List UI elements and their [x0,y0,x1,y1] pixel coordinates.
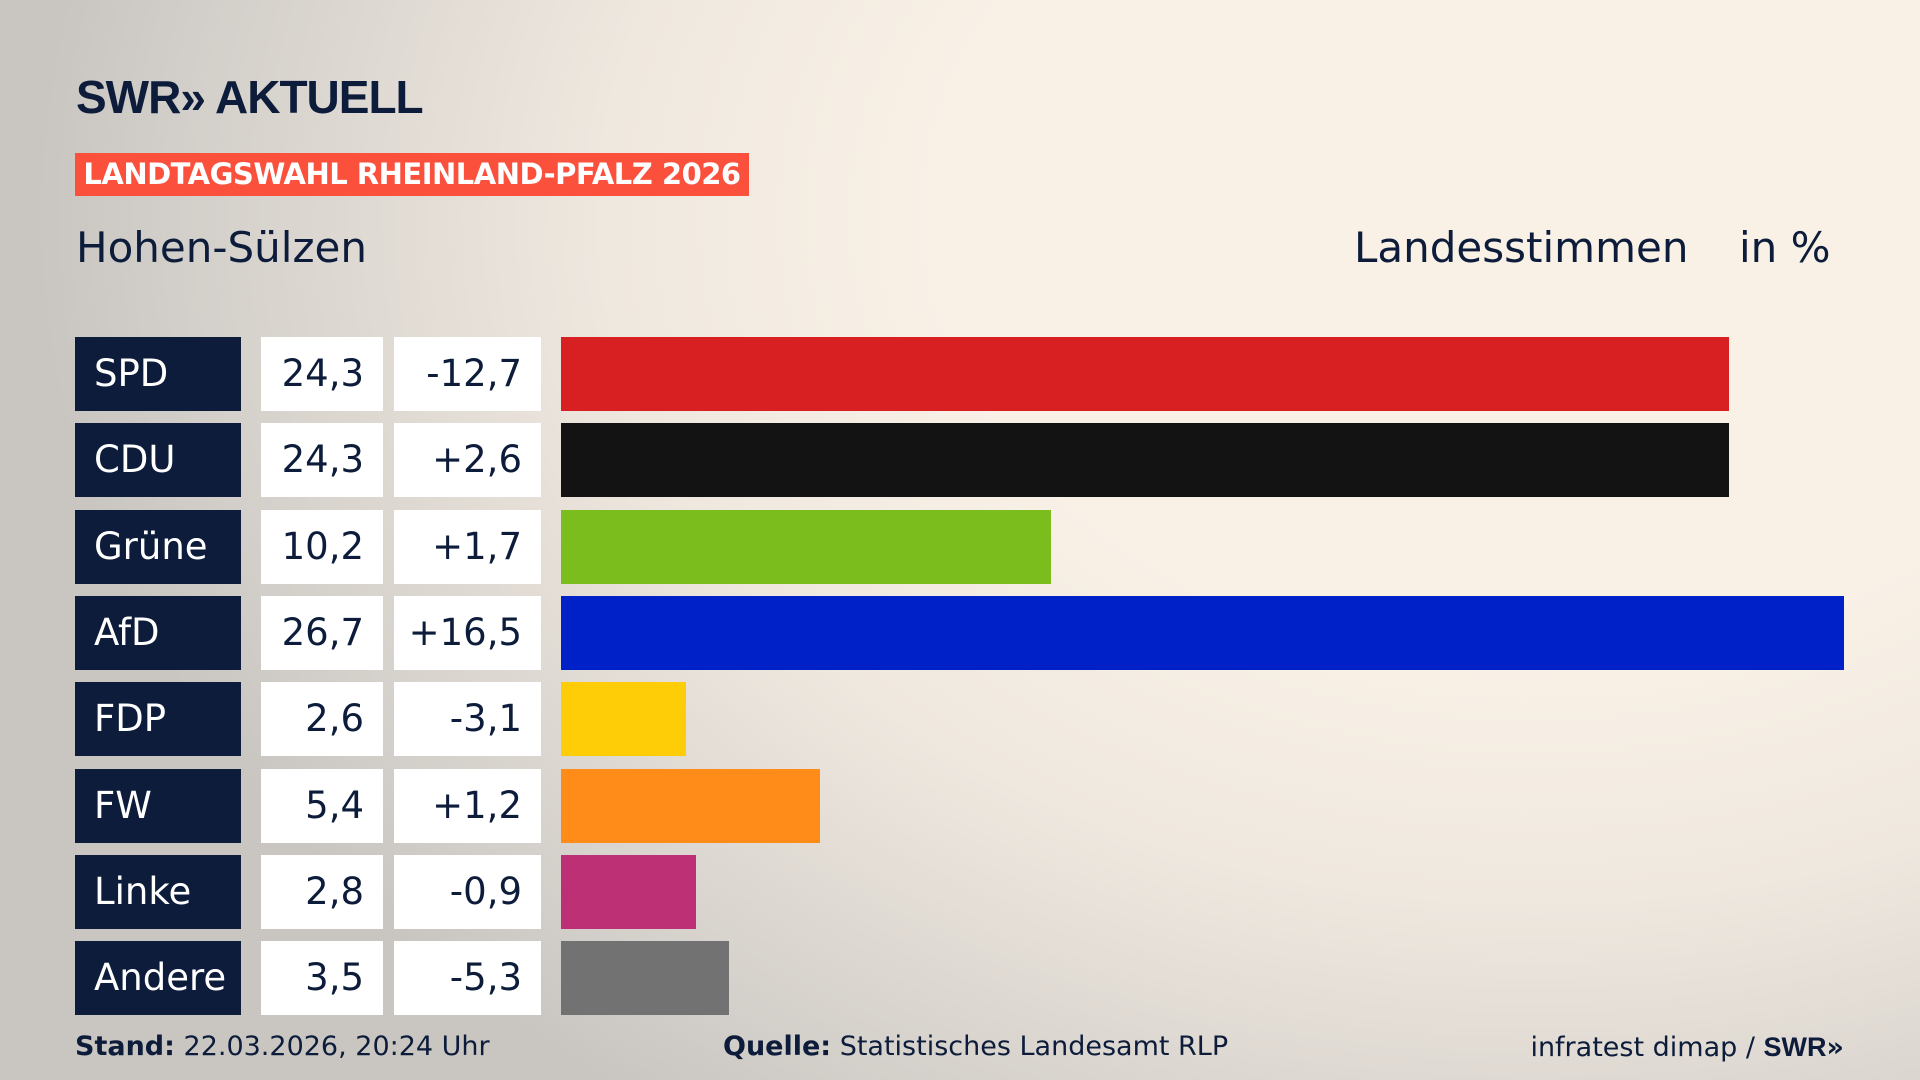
party-value: 2,6 [261,682,383,757]
party-diff: +1,7 [394,509,541,584]
party-bar [561,854,696,929]
party-bar [561,337,1729,411]
party-diff: -12,7 [394,337,541,411]
party-name: AfD [75,595,241,670]
party-bar [561,595,1844,670]
chevrons-icon: » [180,71,206,123]
party-diff: +1,2 [394,768,541,843]
party-diff: +2,6 [394,423,541,498]
party-value: 10,2 [261,509,383,584]
party-bar [561,941,730,1016]
swr-aktuell-logo: SWR» AKTUELL [76,71,424,123]
location-title: Hohen-Sülzen [76,223,367,272]
election-banner: LANDTAGSWAHL RHEINLAND-PFALZ 2026 [75,153,749,196]
party-bar [561,768,821,843]
party-diff: -5,3 [394,941,541,1016]
party-name: SPD [75,337,241,411]
party-diff: -3,1 [394,682,541,757]
party-value: 26,7 [261,595,383,670]
party-value: 2,8 [261,854,383,929]
party-name: Linke [75,854,241,929]
party-diff: -0,9 [394,854,541,929]
party-bar [561,509,1052,584]
credit: infratest dimap / SWR» [1530,1032,1844,1063]
party-name: FW [75,768,241,843]
party-name: FDP [75,682,241,757]
party-name: Andere [75,941,241,1016]
party-diff: +16,5 [394,595,541,670]
party-value: 24,3 [261,337,383,411]
party-name: Grüne [75,509,241,584]
party-bar [561,423,1729,498]
measure-label: Landesstimmen [1354,223,1689,272]
party-name: CDU [75,423,241,498]
unit-label: in % [1739,223,1831,272]
source: Quelle: Statistisches Landesamt RLP [723,1031,1229,1062]
party-value: 3,5 [261,941,383,1016]
party-value: 24,3 [261,423,383,498]
timestamp: Stand: 22.03.2026, 20:24 Uhr [75,1031,490,1062]
party-bar [561,682,686,757]
party-value: 5,4 [261,768,383,843]
chevrons-icon: » [1826,1032,1844,1063]
